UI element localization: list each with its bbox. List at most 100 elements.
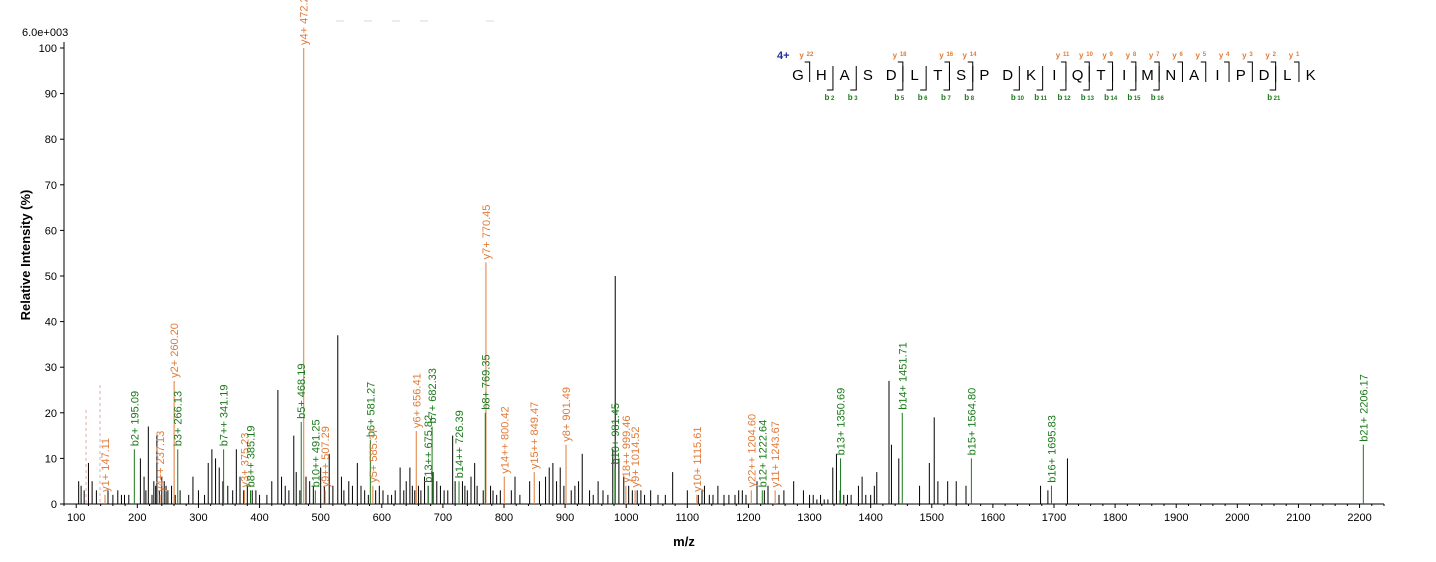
b-fragment-mark: [1153, 66, 1160, 91]
peak-label: b10++ 491.25: [310, 419, 322, 487]
residue: T: [933, 67, 942, 84]
y-axis-title: Relative Intensity (%): [18, 190, 33, 321]
peak-label: y7+ 770.45: [481, 205, 493, 260]
b-fragment-mark: [920, 66, 927, 91]
peak-label: b21+ 2206.17: [1358, 374, 1370, 442]
x-tick-label: 1200: [736, 512, 760, 524]
y-fragment-mark: [1293, 61, 1300, 82]
b-fragment-mark: [826, 66, 834, 91]
y-ion-index: 1: [1296, 52, 1300, 58]
peak-label: b16+ 1695.83: [1046, 415, 1058, 483]
residue: H: [816, 67, 827, 84]
residue: S: [863, 67, 873, 84]
y-fragment-mark: [1200, 61, 1207, 82]
unassigned-peaks: [78, 276, 1068, 504]
intensity-scale-label: 6.0e+003: [22, 27, 68, 39]
x-axis-title: m/z: [673, 534, 695, 549]
x-tick-label: 2100: [1286, 512, 1310, 524]
y-tick-label: 70: [45, 180, 57, 192]
x-tick-label: 1100: [676, 512, 700, 524]
residue: D: [886, 67, 897, 84]
residue: D: [1002, 67, 1013, 84]
peak-label: y22++ 1204.60: [746, 414, 758, 487]
y-fragment-mark: [967, 61, 974, 82]
y-fragment-mark: [1130, 61, 1137, 82]
y-fragment-mark: [804, 61, 811, 82]
y-tick-label: 10: [45, 453, 57, 465]
y-ion-index: 5: [1203, 52, 1207, 58]
y-ion-index: 14: [970, 52, 977, 58]
y-ion-index: 8: [1133, 52, 1137, 58]
y-ion-index: 9: [1110, 52, 1114, 58]
b-ion-index: 2: [831, 96, 835, 102]
b-ion-index: 14: [1111, 96, 1118, 102]
y-tick-label: 40: [45, 317, 57, 329]
peak-label: b14++ 726.39: [454, 410, 466, 478]
peak-label: y4++ 237.13: [155, 431, 167, 492]
b-ion-index: 6: [924, 96, 928, 102]
b-fragment-mark: [966, 66, 974, 91]
peak-label: y1+ 147.11: [100, 438, 112, 492]
b-fragment-mark: [943, 66, 950, 91]
b-ion-label: b: [964, 93, 969, 102]
y-tick-label: 50: [45, 271, 57, 283]
x-tick-label: 600: [373, 512, 391, 524]
residue: K: [1306, 67, 1316, 84]
y-fragment-mark: [1107, 61, 1114, 82]
x-tick-label: 700: [434, 512, 452, 524]
b-ion-label: b: [1104, 93, 1109, 102]
peak-label: y18++ 999.46: [621, 415, 633, 482]
peak-label: b13++ 675.82: [423, 415, 435, 483]
y-fragment-mark: [944, 61, 950, 82]
x-tick-label: 2000: [1225, 512, 1249, 524]
x-tick-label: 1600: [981, 512, 1005, 524]
y-ion-label: y: [893, 51, 898, 60]
residue: S: [956, 67, 966, 84]
peak-label: b14+ 1451.71: [897, 342, 909, 410]
b-ion-label: b: [1011, 93, 1016, 102]
x-tick-label: 1400: [858, 512, 882, 524]
residue: P: [979, 67, 989, 84]
b-ion-label: b: [848, 93, 853, 102]
x-tick-label: 1900: [1164, 512, 1188, 524]
y-ion-index: 18: [900, 52, 907, 58]
b-ion-label: b: [894, 93, 899, 102]
y-fragment-mark: [1270, 61, 1277, 82]
b-ion-index: 21: [1274, 96, 1281, 102]
y-tick-label: 60: [45, 225, 57, 237]
x-tick-label: 800: [495, 512, 513, 524]
b-ion-label: b: [918, 93, 923, 102]
residue: N: [1165, 67, 1176, 84]
x-tick-label: 2200: [1347, 512, 1371, 524]
residue: Q: [1072, 67, 1084, 84]
y-tick-label: 0: [51, 499, 57, 511]
y-ion-label: y: [1196, 51, 1201, 60]
peak-label: b10+ 981.45: [610, 403, 622, 464]
b-fragment-mark: [896, 66, 904, 91]
y-ion-label: y: [963, 51, 968, 60]
y-tick-label: 90: [45, 89, 57, 101]
b-ion-index: 16: [1157, 96, 1164, 102]
y-ion-label: y: [1102, 51, 1107, 60]
peak-label: y2+ 260.20: [169, 323, 181, 378]
y-tick-label: 30: [45, 362, 57, 374]
b-fragment-mark: [1083, 66, 1090, 91]
y-ion-label: y: [1126, 51, 1131, 60]
y-ion-label: y: [1172, 51, 1177, 60]
y-ion-label: y: [1056, 51, 1061, 60]
sequence-coverage: 4+G H A S D L T S P D K I Q T I M N A I P D L Ky 22 y 18 y 16 y 14 y 11…: [777, 50, 1316, 102]
x-tick-label: 1800: [1103, 512, 1127, 524]
axes: 0 10 20 30 40 50 60 70 80 90 100 100 200 300 400 500 600…: [39, 42, 1385, 524]
x-tick-label: 1000: [614, 512, 638, 524]
b-fragment-mark: [1013, 66, 1020, 91]
b-ion-index: 11: [1041, 96, 1048, 102]
peak-label: y8+ 901.49: [561, 387, 573, 442]
b-ion-index: 13: [1087, 96, 1094, 102]
y-ion-label: y: [799, 51, 804, 60]
top-dashes: [85, 20, 494, 504]
y-fragment-mark: [897, 61, 904, 82]
b-ion-label: b: [825, 93, 830, 102]
b-ion-label: b: [1058, 93, 1063, 102]
peak-label: y5+ 585.37: [368, 428, 380, 483]
